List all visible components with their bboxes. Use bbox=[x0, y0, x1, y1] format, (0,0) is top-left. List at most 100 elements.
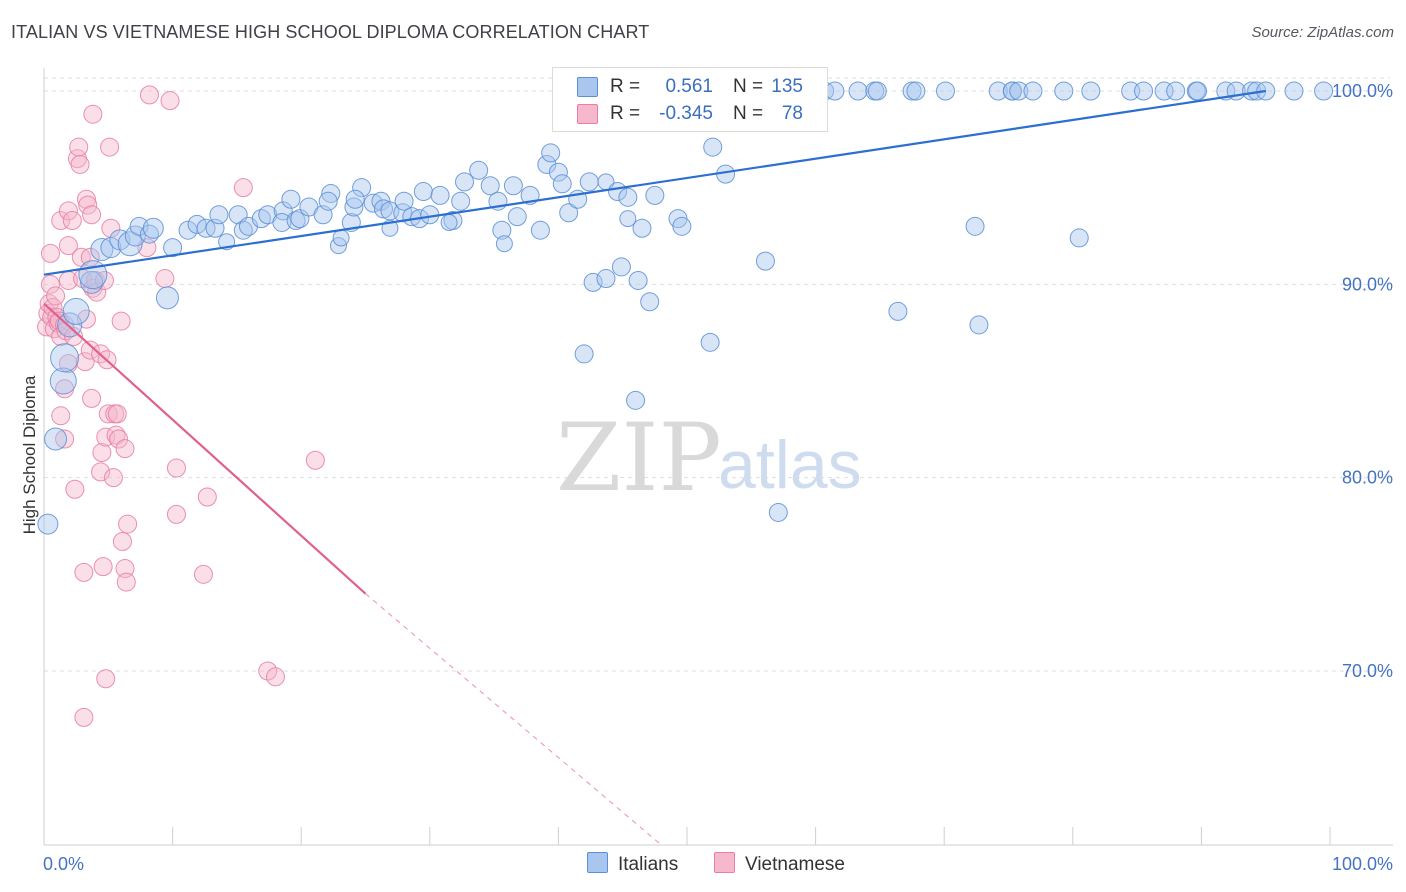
italians-point bbox=[318, 191, 338, 211]
vietnamese-point bbox=[69, 137, 89, 157]
y-axis-title: High School Diploma bbox=[20, 375, 39, 534]
vietnamese-point bbox=[197, 487, 217, 507]
vietnamese-point bbox=[115, 559, 135, 579]
legend-n-label: N = bbox=[733, 76, 764, 97]
italians-point bbox=[495, 235, 513, 253]
vietnamese-point bbox=[265, 667, 285, 687]
italians-point bbox=[1284, 81, 1304, 101]
vietnamese-point bbox=[80, 340, 100, 360]
italians-point bbox=[1069, 228, 1089, 248]
italians-point bbox=[363, 193, 383, 213]
italians-point bbox=[49, 367, 77, 395]
vietnamese-point bbox=[160, 91, 180, 111]
italians-point bbox=[124, 225, 146, 247]
italians-point bbox=[50, 343, 80, 373]
italians-legend-label: Italians bbox=[618, 854, 679, 875]
vietnamese-point bbox=[103, 468, 123, 488]
italians-point bbox=[703, 137, 723, 157]
italians-point bbox=[37, 513, 59, 535]
italians-trend-line bbox=[43, 89, 1266, 276]
italians-point bbox=[413, 182, 433, 202]
vietnamese-points bbox=[37, 85, 325, 727]
italians-point bbox=[394, 191, 414, 211]
watermark-atlas: atlas bbox=[718, 427, 862, 503]
italians-point bbox=[579, 172, 599, 192]
legend-row-italians: R = 0.561 N = 135 bbox=[553, 73, 827, 101]
vietnamese-legend-swatch bbox=[714, 852, 735, 873]
italians-point bbox=[492, 220, 512, 240]
vietnamese-point bbox=[83, 104, 103, 124]
italians-point bbox=[1081, 81, 1101, 101]
vietnamese-swatch bbox=[577, 104, 598, 124]
vietnamese-legend-label: Vietnamese bbox=[745, 854, 845, 875]
vietnamese-point bbox=[78, 195, 98, 215]
vietnamese-point bbox=[82, 205, 102, 225]
italians-point bbox=[548, 162, 568, 182]
vietnamese-n-value: 78 bbox=[781, 103, 803, 124]
italians-point bbox=[507, 207, 527, 227]
italians-point bbox=[626, 390, 646, 410]
legend-r-label: R = bbox=[610, 103, 641, 124]
vietnamese-point bbox=[93, 557, 113, 577]
italians-point bbox=[1166, 81, 1186, 101]
italians-point bbox=[888, 301, 908, 321]
italians-point bbox=[187, 214, 207, 234]
vietnamese-point bbox=[193, 564, 213, 584]
chart-source: Source: ZipAtlas.com bbox=[1251, 24, 1394, 41]
italians-point bbox=[345, 189, 365, 209]
legend-n-label: N = bbox=[733, 103, 764, 124]
italians-point bbox=[44, 427, 68, 451]
italians-point bbox=[142, 217, 164, 239]
watermark: ZIP atlas bbox=[556, 404, 862, 513]
vietnamese-point bbox=[75, 352, 95, 372]
italians-point bbox=[552, 174, 572, 194]
italians-point bbox=[469, 160, 489, 180]
vietnamese-point bbox=[118, 514, 138, 534]
italians-point bbox=[611, 257, 631, 277]
vietnamese-point bbox=[305, 450, 325, 470]
italians-point bbox=[935, 81, 955, 101]
bottom-legend-vietnamese: Vietnamese bbox=[714, 852, 845, 876]
y-tick-label: 80.0% bbox=[1342, 468, 1393, 488]
italians-point bbox=[62, 297, 90, 325]
italians-point bbox=[619, 210, 637, 228]
italians-point bbox=[233, 220, 253, 240]
y-tick-label: 90.0% bbox=[1342, 274, 1393, 294]
italians-point bbox=[1023, 81, 1043, 101]
vietnamese-point bbox=[116, 572, 136, 592]
italians-point bbox=[700, 332, 720, 352]
watermark-zip: ZIP bbox=[556, 404, 722, 513]
axes bbox=[43, 68, 1393, 846]
italians-point bbox=[965, 216, 985, 236]
italians-point bbox=[90, 238, 114, 262]
italians-point bbox=[768, 502, 788, 522]
italians-point bbox=[906, 81, 926, 101]
vietnamese-point bbox=[51, 211, 71, 231]
italians-point bbox=[825, 81, 845, 101]
italians-point bbox=[988, 81, 1008, 101]
italians-r-value: 0.561 bbox=[665, 76, 713, 97]
tick-labels: 70.0% 80.0% 90.0% 100.0% 0.0% 100.0% bbox=[43, 81, 1393, 874]
italians-point bbox=[163, 238, 183, 258]
y-tick-label: 100.0% bbox=[1332, 81, 1393, 101]
italians-point bbox=[100, 237, 122, 259]
trend-lines bbox=[43, 89, 1266, 846]
x-tick-label: 0.0% bbox=[43, 854, 84, 874]
vietnamese-point bbox=[92, 443, 112, 463]
vietnamese-point bbox=[65, 479, 85, 499]
vietnamese-point bbox=[111, 311, 131, 331]
italians-point bbox=[848, 81, 868, 101]
italians-point bbox=[281, 189, 301, 209]
vietnamese-point bbox=[58, 236, 78, 256]
italians-point bbox=[155, 286, 179, 310]
vietnamese-point bbox=[91, 462, 111, 482]
italians-point bbox=[574, 344, 594, 364]
italians-point bbox=[1188, 81, 1208, 101]
legend-r-label: R = bbox=[610, 76, 641, 97]
vietnamese-point bbox=[115, 439, 135, 459]
italians-point bbox=[632, 218, 652, 238]
italians-point bbox=[344, 197, 364, 217]
bottom-legend-italians: Italians bbox=[587, 852, 678, 876]
italians-point bbox=[1054, 81, 1074, 101]
